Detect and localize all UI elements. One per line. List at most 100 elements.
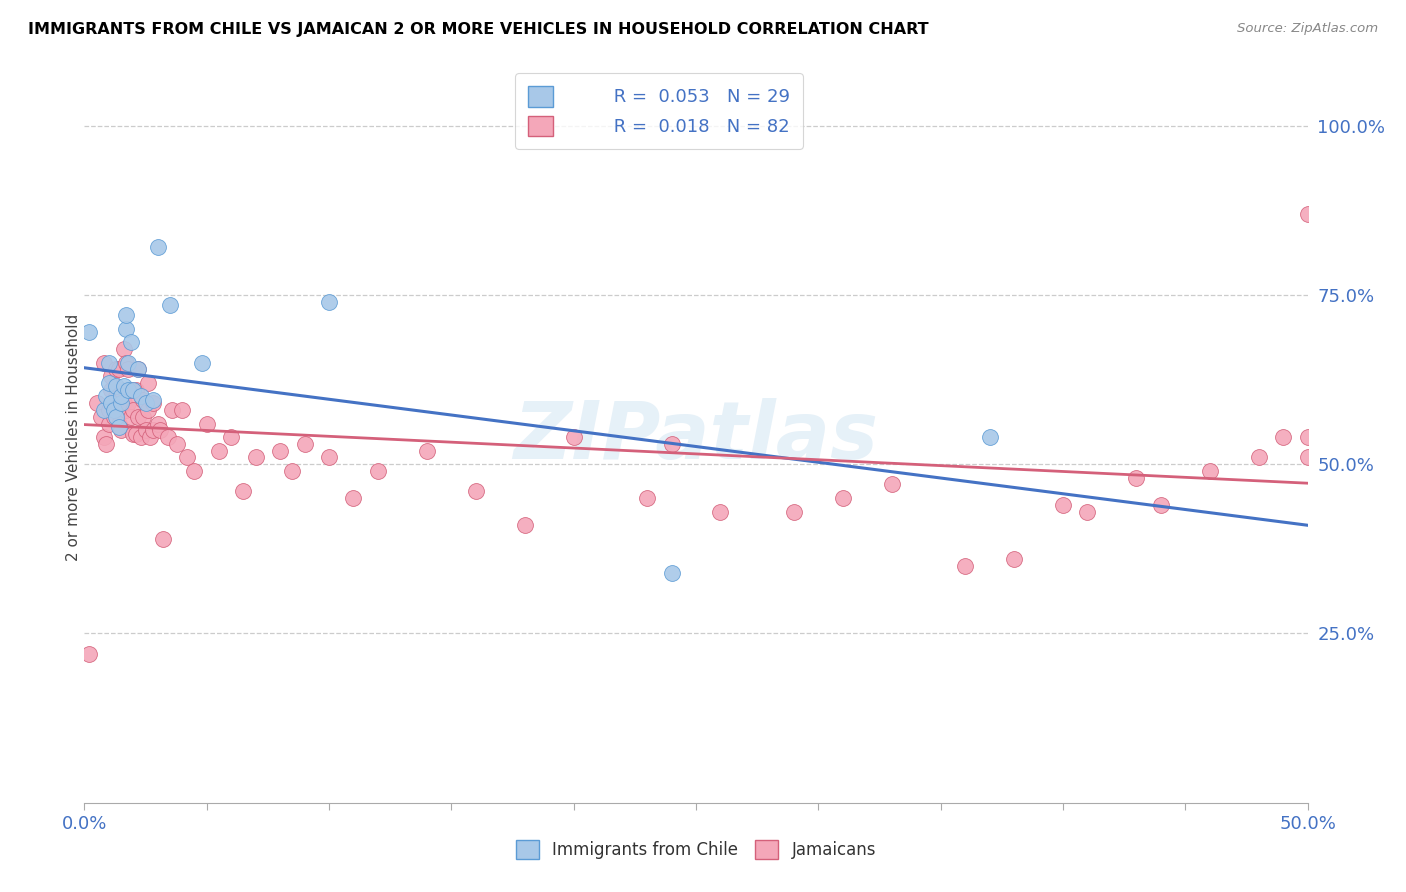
Point	[77, 325, 100, 339]
Point	[142, 392, 165, 407]
Point	[183, 464, 205, 478]
Point	[152, 532, 174, 546]
Point	[1296, 430, 1319, 444]
Point	[127, 362, 149, 376]
Point	[979, 430, 1001, 444]
Point	[159, 298, 181, 312]
Point	[107, 417, 129, 431]
Point	[219, 430, 242, 444]
Point	[281, 464, 304, 478]
Point	[110, 383, 132, 397]
Point	[142, 423, 165, 437]
Point	[129, 430, 152, 444]
Point	[136, 403, 159, 417]
Text: ZIPatlas: ZIPatlas	[513, 398, 879, 476]
Point	[117, 396, 139, 410]
Point	[464, 484, 486, 499]
Point	[294, 437, 316, 451]
Point	[880, 477, 903, 491]
Point	[636, 491, 658, 505]
Point	[120, 335, 142, 350]
Point	[132, 392, 155, 407]
Point	[110, 423, 132, 437]
Legend: Immigrants from Chile, Jamaicans: Immigrants from Chile, Jamaicans	[508, 831, 884, 868]
Point	[120, 409, 142, 424]
Text: IMMIGRANTS FROM CHILE VS JAMAICAN 2 OR MORE VEHICLES IN HOUSEHOLD CORRELATION CH: IMMIGRANTS FROM CHILE VS JAMAICAN 2 OR M…	[28, 22, 929, 37]
Point	[122, 426, 145, 441]
Point	[269, 443, 291, 458]
Point	[318, 450, 340, 465]
Point	[146, 417, 169, 431]
Point	[110, 396, 132, 410]
Point	[172, 403, 194, 417]
Point	[135, 396, 157, 410]
Point	[97, 403, 120, 417]
Point	[110, 389, 132, 403]
Point	[166, 437, 188, 451]
Point	[125, 426, 148, 441]
Point	[115, 322, 138, 336]
Point	[93, 403, 115, 417]
Point	[709, 505, 731, 519]
Point	[105, 389, 128, 403]
Point	[367, 464, 389, 478]
Point	[120, 383, 142, 397]
Point	[156, 430, 179, 444]
Point	[100, 369, 122, 384]
Point	[117, 362, 139, 376]
Point	[125, 383, 148, 397]
Point	[105, 409, 128, 424]
Point	[77, 647, 100, 661]
Point	[100, 396, 122, 410]
Point	[191, 355, 214, 369]
Point	[831, 491, 853, 505]
Point	[86, 396, 108, 410]
Point	[1076, 505, 1098, 519]
Point	[97, 355, 120, 369]
Point	[93, 355, 115, 369]
Point	[96, 389, 118, 403]
Point	[162, 403, 184, 417]
Point	[661, 566, 683, 580]
Point	[122, 403, 145, 417]
Point	[661, 437, 683, 451]
Point	[112, 396, 135, 410]
Point	[105, 362, 128, 376]
Point	[107, 420, 129, 434]
Point	[115, 308, 138, 322]
Point	[127, 409, 149, 424]
Point	[129, 389, 152, 403]
Point	[195, 417, 218, 431]
Point	[416, 443, 439, 458]
Point	[149, 423, 172, 437]
Point	[1150, 498, 1173, 512]
Point	[142, 396, 165, 410]
Point	[245, 450, 267, 465]
Point	[146, 240, 169, 254]
Point	[342, 491, 364, 505]
Point	[562, 430, 585, 444]
Point	[1052, 498, 1074, 512]
Point	[93, 430, 115, 444]
Point	[232, 484, 254, 499]
Point	[176, 450, 198, 465]
Point	[97, 376, 120, 390]
Point	[117, 355, 139, 369]
Y-axis label: 2 or more Vehicles in Household: 2 or more Vehicles in Household	[66, 313, 80, 561]
Point	[122, 383, 145, 397]
Point	[135, 423, 157, 437]
Point	[513, 518, 536, 533]
Point	[1296, 206, 1319, 220]
Text: Source: ZipAtlas.com: Source: ZipAtlas.com	[1237, 22, 1378, 36]
Point	[103, 403, 125, 417]
Point	[97, 417, 120, 431]
Point	[112, 342, 135, 356]
Point	[115, 403, 138, 417]
Point	[132, 409, 155, 424]
Point	[1125, 471, 1147, 485]
Point	[1272, 430, 1295, 444]
Point	[1198, 464, 1220, 478]
Point	[103, 409, 125, 424]
Point	[139, 430, 162, 444]
Point	[107, 362, 129, 376]
